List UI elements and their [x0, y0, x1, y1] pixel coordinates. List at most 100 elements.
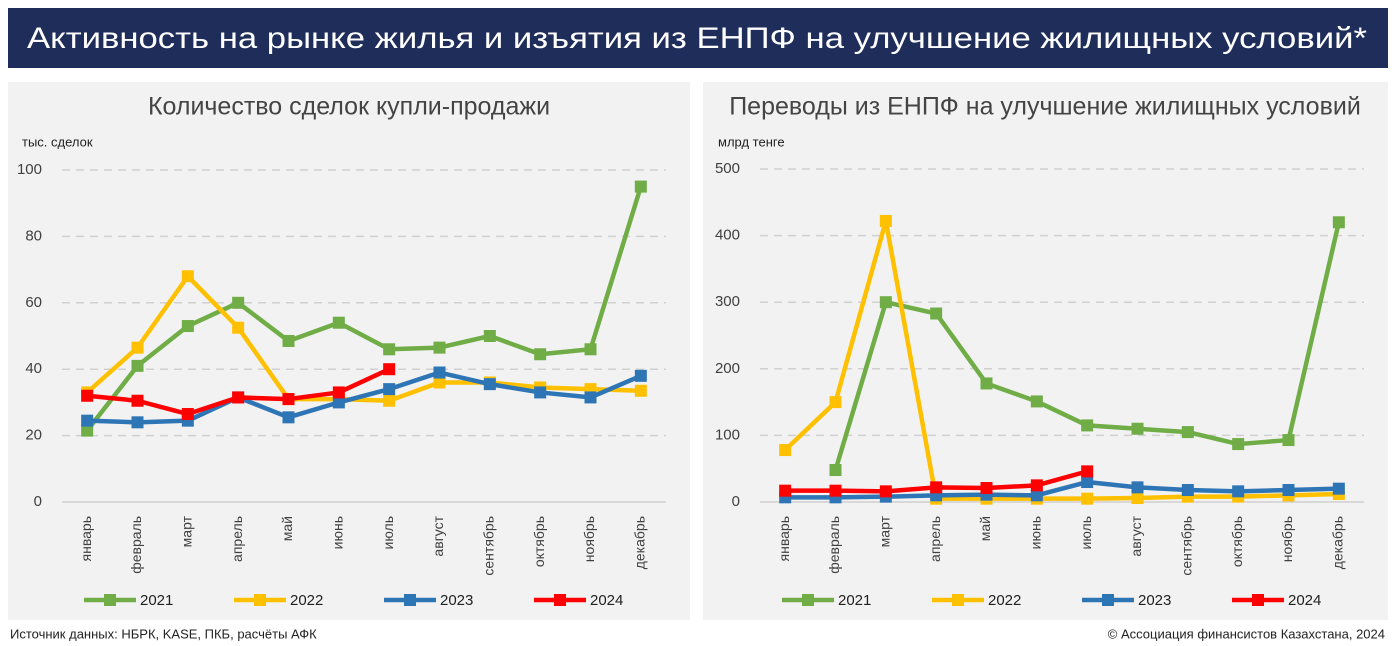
legend-label: 2021: [140, 592, 173, 609]
x-tick-label: март: [877, 515, 893, 547]
x-tick-label: декабрь: [632, 516, 648, 569]
series-line: [87, 370, 642, 425]
point-marker: [779, 444, 792, 457]
point-marker: [779, 484, 792, 497]
point-marker: [181, 320, 194, 333]
point-marker: [383, 394, 396, 407]
legend-label: 2023: [1138, 592, 1171, 609]
x-tick-label: август: [430, 515, 446, 556]
point-marker: [282, 393, 295, 406]
legend-label: 2024: [590, 592, 623, 609]
x-tick-label: март: [179, 515, 195, 547]
x-tick-label: апрель: [927, 516, 943, 562]
point-marker: [584, 343, 597, 356]
panel: [703, 82, 1388, 620]
point-marker: [232, 296, 245, 309]
point-marker: [634, 369, 647, 382]
legend-marker: [802, 594, 814, 606]
y-tick-label: 0: [732, 493, 740, 510]
point-marker: [1232, 438, 1245, 451]
series-line: [785, 479, 1339, 500]
point-marker: [1181, 426, 1194, 439]
legend-label: 2021: [838, 592, 871, 609]
legend-marker: [404, 594, 416, 606]
header-bar: [8, 8, 1388, 68]
point-marker: [534, 386, 547, 399]
point-marker: [131, 394, 144, 407]
point-marker: [131, 359, 144, 372]
axis-unit: тыс. сделок: [22, 134, 93, 149]
x-tick-label: декабрь: [1330, 516, 1346, 569]
x-tick-label: январь: [78, 516, 94, 561]
x-tick-label: июль: [1078, 516, 1094, 549]
x-tick-label: ноябрь: [581, 516, 597, 562]
x-tick-label: июнь: [1028, 516, 1044, 549]
copyright: © Ассоциация финансистов Казахстана, 202…: [1108, 626, 1385, 641]
point-marker: [1081, 492, 1094, 505]
page-title: Активность на рынке жилья и изъятия из Е…: [27, 22, 1367, 55]
point-marker: [131, 341, 144, 354]
x-tick-label: сентябрь: [1179, 516, 1195, 576]
x-tick-label: май: [279, 516, 295, 541]
point-marker: [930, 481, 943, 494]
point-marker: [1332, 216, 1345, 229]
point-marker: [81, 389, 94, 402]
point-marker: [383, 383, 396, 396]
legend-marker: [554, 594, 566, 606]
legend-label: 2023: [440, 592, 473, 609]
x-tick-label: май: [977, 516, 993, 541]
point-marker: [232, 391, 245, 404]
point-marker: [634, 180, 647, 193]
point-marker: [433, 376, 446, 389]
point-marker: [282, 334, 295, 347]
point-marker: [1332, 482, 1345, 495]
y-tick-label: 100: [715, 426, 740, 443]
legend-marker: [254, 594, 266, 606]
point-marker: [980, 482, 993, 495]
point-marker: [181, 408, 194, 421]
y-tick-label: 100: [17, 161, 42, 178]
point-marker: [282, 411, 295, 424]
point-marker: [534, 348, 547, 361]
point-marker: [483, 378, 496, 391]
point-marker: [879, 485, 892, 498]
y-tick-label: 400: [715, 227, 740, 244]
x-tick-label: февраль: [128, 516, 144, 574]
y-tick-label: 200: [715, 360, 740, 377]
x-tick-label: октябрь: [1229, 516, 1245, 567]
axis-unit: млрд тенге: [718, 134, 785, 149]
chart-title: Переводы из ЕНПФ на улучшение жилищных у…: [729, 93, 1361, 121]
point-marker: [1081, 476, 1094, 489]
point-marker: [1232, 485, 1245, 498]
point-marker: [483, 330, 496, 342]
point-marker: [81, 424, 94, 437]
legend-marker: [104, 594, 116, 606]
series-line: [783, 218, 1339, 501]
point-marker: [829, 484, 842, 497]
point-marker: [1131, 422, 1144, 435]
legend-label: 2024: [1288, 592, 1321, 609]
legend-label: 2022: [988, 592, 1021, 609]
point-marker: [634, 384, 647, 397]
point-marker: [1131, 481, 1144, 494]
point-marker: [1282, 484, 1295, 497]
point-marker: [879, 296, 892, 309]
point-marker: [383, 343, 396, 356]
legend-marker: [1252, 594, 1264, 606]
point-marker: [584, 391, 597, 404]
point-marker: [181, 270, 194, 283]
point-marker: [433, 341, 446, 354]
point-marker: [1282, 434, 1295, 447]
y-tick-label: 500: [715, 160, 740, 177]
x-tick-label: сентябрь: [481, 516, 497, 576]
x-tick-label: апрель: [229, 516, 245, 562]
point-marker: [1030, 395, 1043, 408]
x-tick-label: август: [1128, 515, 1144, 556]
y-tick-label: 60: [25, 294, 42, 311]
chart-title: Количество сделок купли-продажи: [148, 93, 550, 121]
point-marker: [980, 377, 993, 390]
point-marker: [232, 321, 245, 334]
point-marker: [81, 414, 94, 427]
y-tick-label: 300: [715, 293, 740, 310]
